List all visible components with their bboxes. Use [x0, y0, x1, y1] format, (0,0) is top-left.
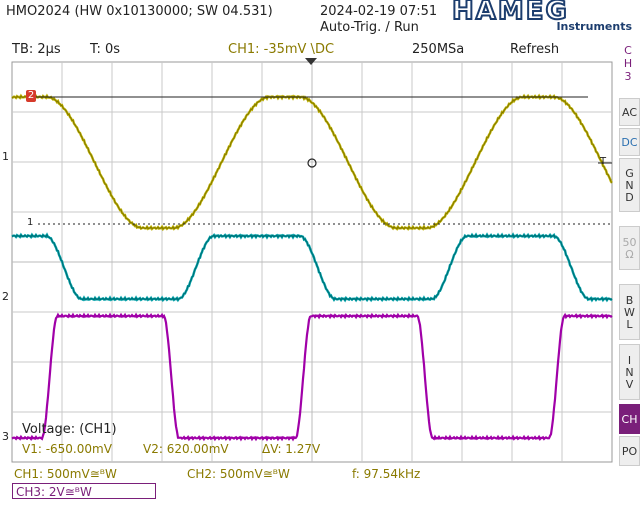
channel-menu-po-button[interactable]: PO: [619, 436, 640, 466]
channel-menu-button-label: B: [625, 294, 634, 307]
frequency-readout: f: 97.54kHz: [352, 467, 421, 481]
device-info: HMO2024 (HW 0x10130000; SW 04.531): [6, 4, 273, 19]
cursor-marker[interactable]: 2: [26, 90, 36, 102]
channel-label-char: C: [624, 44, 632, 57]
trigger-point: [307, 158, 317, 168]
ch3-ground-marker[interactable]: 3: [2, 430, 9, 443]
trigger-setting[interactable]: CH1: -35mV \DC: [228, 42, 335, 57]
channel-menu-button-label: L: [626, 318, 633, 331]
datetime: 2024-02-19 07:51: [320, 4, 438, 19]
channel-menu-button-label: AC: [621, 106, 637, 119]
channel-menu-button-label: 50: [622, 236, 637, 249]
channel-menu-ac-button[interactable]: AC: [619, 98, 640, 126]
ch3-trace: [11, 312, 613, 442]
channel-menu-button-label: PO: [621, 445, 638, 458]
ch3-setting-box[interactable]: [12, 483, 156, 499]
brand-name: HAMEG: [451, 0, 569, 27]
channel-menu-button-label: I: [627, 354, 632, 367]
sample-rate: 250MSa: [412, 42, 465, 57]
ch2-setting[interactable]: CH2: 500mV≅ᴮW: [187, 467, 290, 481]
channel-menu-button-label: G: [625, 167, 634, 180]
trigger-status: Auto-Trig. / Run: [320, 20, 419, 35]
cursor-v1: V1: -650.00mV: [22, 442, 112, 456]
brand-subtitle: Instruments: [556, 20, 632, 33]
channel-menu-button-label: Ω: [625, 248, 634, 261]
ch2-ground-marker[interactable]: 2: [2, 290, 9, 303]
channel-menu-dc-button[interactable]: DC: [619, 128, 640, 156]
channel-menu: AC DC G N D 50 Ω B W L I N V CH PO: [614, 40, 640, 520]
waveform-traces: [11, 93, 613, 442]
ch1-trace-core: [11, 95, 613, 230]
hameg-logo: HAMEG Instruments: [451, 0, 636, 38]
ch2-trace-core: [11, 233, 613, 301]
trigger-level-marker[interactable]: 1: [27, 217, 34, 228]
trigger-position-marker[interactable]: T: [600, 156, 607, 167]
channel-menu-50ohm-button[interactable]: 50 Ω: [619, 226, 640, 270]
timebase[interactable]: TB: 2µs: [12, 42, 61, 57]
channel-label-char: 3: [624, 70, 632, 83]
channel-menu-button-label: D: [625, 191, 634, 204]
cursor-v2: V2: 620.00mV: [143, 442, 229, 456]
cursor-readout-title: Voltage: (CH1): [22, 422, 117, 437]
acquisition-mode[interactable]: Refresh: [510, 42, 560, 57]
channel-menu-button-label: CH: [621, 413, 638, 426]
channel-menu-button-label: V: [625, 378, 634, 391]
trigger-position-arrow: [305, 58, 317, 65]
ch1-ground-marker[interactable]: 1: [2, 150, 9, 163]
channel-label-char: H: [623, 57, 633, 70]
cursor-delta: ΔV: 1.27V: [262, 442, 321, 456]
ch1-setting[interactable]: CH1: 500mV≅ᴮW: [14, 467, 117, 481]
scope-overlays: [34, 58, 612, 225]
channel-menu-button-label: W: [624, 306, 635, 319]
channel-menu-button-label: DC: [621, 136, 638, 149]
channel-menu-ch-button[interactable]: CH: [619, 404, 640, 434]
graticule: [11, 61, 613, 463]
ch3-setting[interactable]: CH3: 2V≅ᴮW: [16, 485, 92, 499]
channel-menu-button-label: N: [625, 366, 634, 379]
time-offset[interactable]: T: 0s: [90, 42, 121, 57]
channel-menu-button-label: N: [625, 179, 634, 192]
